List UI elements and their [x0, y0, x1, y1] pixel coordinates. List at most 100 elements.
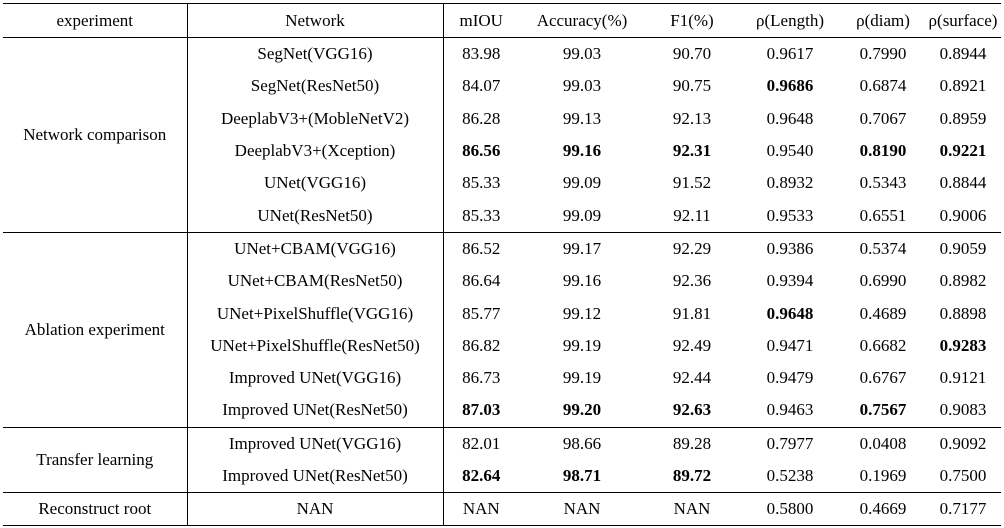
f1-cell: 92.11: [673, 205, 711, 225]
accuracy-cell: 99.12: [562, 303, 602, 323]
rho-surface-cell: 0.9083: [939, 400, 987, 420]
rho-surface-cell: 0.8982: [939, 271, 987, 291]
f1-cell: 92.31: [672, 141, 712, 161]
accuracy-cell: 99.09: [562, 173, 602, 193]
rho-diam-cell: 0.6874: [859, 76, 907, 96]
f1-cell: 92.13: [672, 108, 712, 128]
table-row: Transfer learning Improved UNet(VGG16) 82.…: [3, 426, 1001, 493]
network-cell: UNet(ResNet50): [187, 199, 444, 233]
table-row: UNet+PixelShuffle(ResNet50) 86.82 99.19 92.…: [3, 329, 1001, 362]
f1-cell: NAN: [645, 492, 739, 527]
miou-cell: 85.33: [462, 173, 501, 193]
miou-cell: 85.77: [462, 303, 501, 323]
accuracy-cell: 98.66: [519, 426, 645, 460]
network-cell: UNet+PixelShuffle(ResNet50): [187, 329, 444, 362]
network-cell: DeeplabV3+(Xception): [187, 134, 444, 168]
table-row: UNet(ResNet50) 85.33 99.09 92.11 0.9533 0.655…: [3, 199, 1001, 233]
table-body: Network comparison SegNet(VGG16) 83.98 99.0…: [3, 37, 1001, 527]
f1-cell: 92.63: [672, 400, 712, 420]
rho-surface-cell: 0.9092: [925, 426, 1001, 460]
network-cell: Improved UNet(ResNet50): [187, 394, 444, 428]
accuracy-cell: 99.20: [562, 400, 602, 420]
rho-diam-cell: 0.7567: [859, 400, 907, 420]
rho-diam-cell: 0.8190: [859, 141, 907, 161]
rho-length-cell: 0.9648: [766, 303, 814, 323]
header-row: experiment Network mIOU Accuracy(%) F1(%…: [3, 3, 1001, 38]
header-network: Network: [187, 3, 444, 38]
accuracy-cell: 99.03: [519, 37, 645, 71]
rho-diam-cell: 0.4689: [859, 303, 907, 323]
rho-length-cell: 0.5800: [739, 492, 841, 527]
rho-surface-cell: 0.8898: [939, 303, 987, 323]
rho-diam-cell: 0.7990: [841, 37, 925, 71]
rho-diam-cell: 0.5374: [841, 231, 925, 266]
miou-cell: 84.07: [462, 76, 501, 96]
header-rho-surface: ρ(surface): [925, 3, 1001, 38]
header-miou: mIOU: [443, 3, 519, 38]
accuracy-cell: 99.16: [562, 271, 602, 291]
rho-length-cell: 0.8932: [766, 173, 814, 193]
rho-length-cell: 0.9463: [766, 400, 814, 420]
rho-length-cell: 0.9479: [766, 368, 814, 388]
network-cell: Improved UNet(VGG16): [187, 426, 444, 460]
rho-surface-cell: 0.8844: [939, 173, 987, 193]
rho-surface-cell: 0.8944: [925, 37, 1001, 71]
rho-surface-cell: 0.7177: [925, 492, 1001, 527]
rho-diam-cell: 0.6682: [859, 335, 907, 355]
f1-cell: 92.29: [645, 231, 739, 266]
experiment-cell: Transfer learning: [3, 426, 188, 493]
miou-cell: 86.73: [462, 368, 501, 388]
f1-cell: 92.49: [672, 335, 712, 355]
rho-surface-cell: 0.9059: [925, 231, 1001, 266]
rho-length-cell: 0.9617: [739, 37, 841, 71]
rho-surface-cell: 0.8921: [939, 76, 987, 96]
accuracy-cell: 99.13: [562, 108, 602, 128]
accuracy-cell: 99.09: [562, 205, 602, 225]
rho-diam-cell: 0.6767: [859, 368, 907, 388]
rho-length-cell: 0.5238: [766, 466, 814, 485]
f1-cell: 89.28: [645, 426, 739, 460]
table-row: Improved UNet(ResNet50) 82.64 98.71 89.72 0.…: [3, 459, 1001, 493]
network-cell: Improved UNet(VGG16): [187, 361, 444, 395]
accuracy-cell: 99.16: [562, 141, 602, 161]
rho-surface-cell: 0.9283: [939, 335, 987, 355]
f1-cell: 90.70: [645, 37, 739, 71]
header-f1: F1(%): [645, 3, 739, 38]
table-row: Improved UNet(ResNet50) 87.03 99.20 92.63 0.…: [3, 394, 1001, 428]
rho-diam-cell: 0.4669: [841, 492, 925, 527]
rho-surface-cell: 0.8959: [939, 108, 987, 128]
header-accuracy: Accuracy(%): [519, 3, 645, 38]
experiment-cell: Network comparison: [3, 37, 188, 233]
network-cell: UNet(VGG16): [187, 167, 444, 200]
rho-length-cell: 0.9686: [766, 76, 814, 96]
rho-diam-cell: 0.6990: [859, 271, 907, 291]
rho-length-cell: 0.7977: [739, 426, 841, 460]
network-cell: NAN: [187, 492, 444, 527]
rho-diam-cell: 0.1969: [859, 466, 907, 485]
rho-length-cell: 0.9471: [766, 335, 814, 355]
rho-length-cell: 0.9648: [766, 108, 814, 128]
network-cell: DeeplabV3+(MobleNetV2): [187, 102, 444, 135]
network-cell: UNet+PixelShuffle(VGG16): [187, 297, 444, 330]
experiment-cell: Reconstruct root: [3, 492, 188, 527]
header-rho-length: ρ(Length): [739, 3, 841, 38]
accuracy-cell: 99.19: [562, 368, 602, 388]
miou-cell: 86.82: [462, 335, 501, 355]
network-cell: SegNet(VGG16): [187, 37, 444, 71]
rho-diam-cell: 0.0408: [841, 426, 925, 460]
miou-cell: 87.03: [462, 400, 501, 420]
header-rho-diam: ρ(diam): [841, 3, 925, 38]
network-cell: Improved UNet(ResNet50): [187, 459, 444, 493]
table-row: UNet+PixelShuffle(VGG16) 85.77 99.12 91.81 0…: [3, 297, 1001, 330]
rho-surface-cell: 0.7500: [939, 466, 987, 485]
miou-cell: 85.33: [462, 205, 501, 225]
f1-cell: 92.44: [672, 368, 712, 388]
accuracy-cell: NAN: [519, 492, 645, 527]
rho-surface-cell: 0.9121: [939, 368, 987, 388]
network-cell: UNet+CBAM(ResNet50): [187, 265, 444, 298]
miou-cell: 86.56: [462, 141, 501, 161]
rho-length-cell: 0.9394: [766, 271, 814, 291]
f1-cell: 90.75: [672, 76, 712, 96]
header-experiment: experiment: [3, 3, 188, 38]
rho-diam-cell: 0.5343: [859, 173, 907, 193]
